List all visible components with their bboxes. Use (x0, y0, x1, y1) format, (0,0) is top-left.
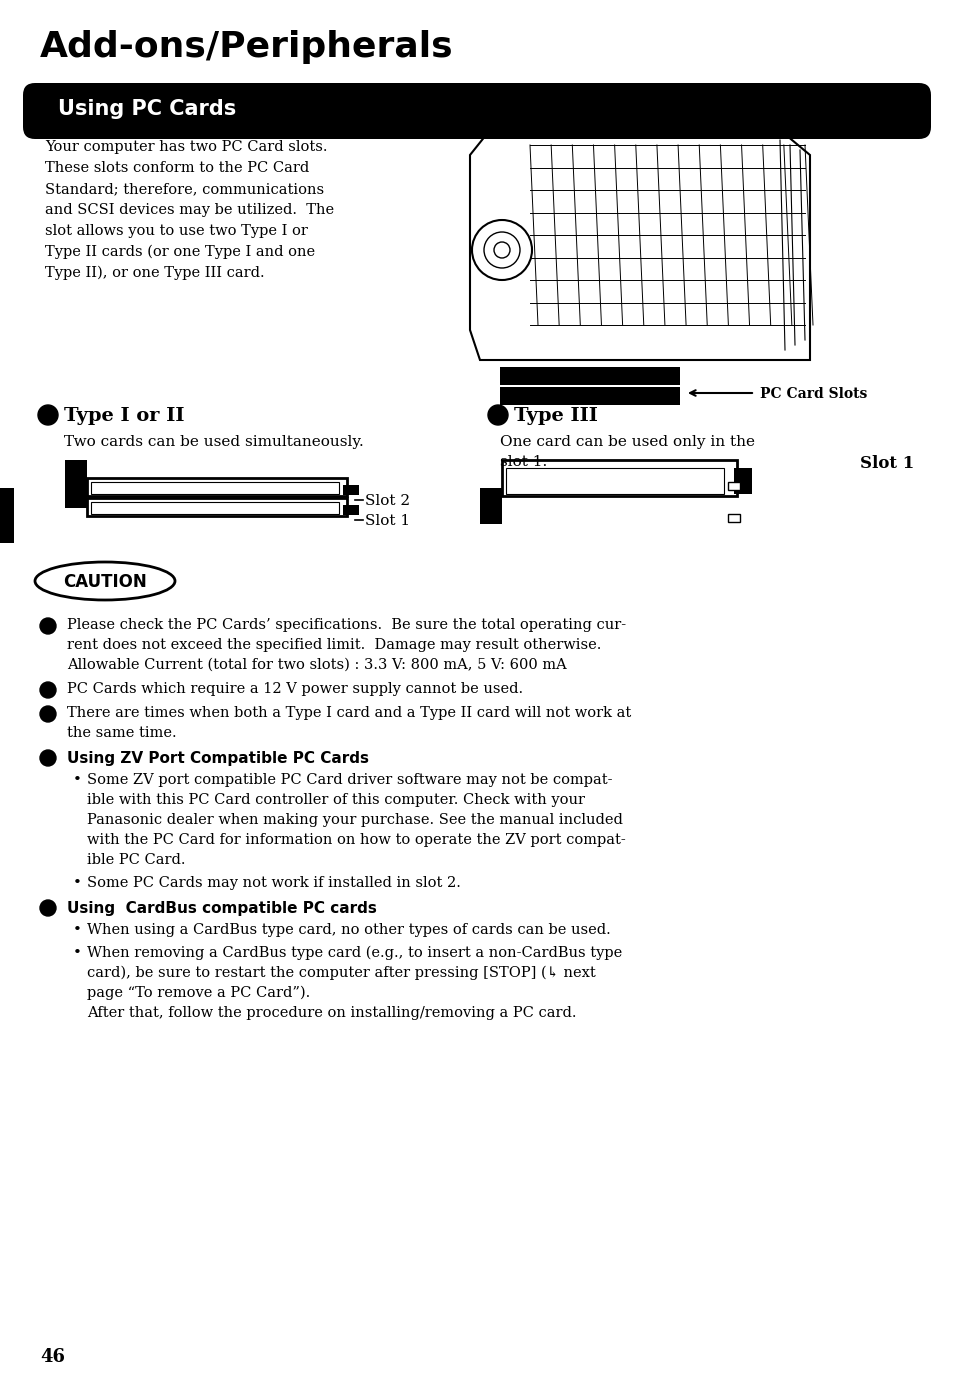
Text: These slots conform to the PC Card: These slots conform to the PC Card (45, 160, 309, 176)
Circle shape (40, 750, 56, 766)
Bar (727, 514, 740, 521)
Text: ible PC Card.: ible PC Card. (87, 853, 185, 867)
Text: When using a CardBus type card, no other types of cards can be used.: When using a CardBus type card, no other… (87, 922, 610, 938)
Text: PC Card Slots: PC Card Slots (760, 387, 866, 401)
Text: PC Cards which require a 12 V power supply cannot be used.: PC Cards which require a 12 V power supp… (67, 682, 522, 696)
Bar (87, 479, 347, 496)
Text: 46: 46 (40, 1348, 65, 1366)
Text: •: • (73, 922, 82, 938)
Bar (65, 461, 87, 508)
Text: slot allows you to use two Type I or: slot allows you to use two Type I or (45, 224, 308, 238)
Bar (479, 488, 501, 524)
Text: Type I or II: Type I or II (64, 407, 184, 425)
Text: •: • (73, 875, 82, 891)
Text: rent does not exceed the specified limit.  Damage may result otherwise.: rent does not exceed the specified limit… (67, 638, 600, 651)
Text: Two cards can be used simultaneously.: Two cards can be used simultaneously. (64, 436, 363, 449)
Text: and SCSI devices may be utilized.  The: and SCSI devices may be utilized. The (45, 203, 334, 217)
Text: Slot 1: Slot 1 (859, 455, 913, 472)
Circle shape (40, 900, 56, 916)
Bar (501, 461, 737, 496)
Bar (91, 483, 338, 494)
Text: Please check the PC Cards’ specifications.  Be sure the total operating cur-: Please check the PC Cards’ specification… (67, 618, 625, 632)
Bar (343, 505, 358, 514)
Bar (91, 502, 338, 514)
Text: CAUTION: CAUTION (63, 573, 147, 591)
Text: Using  CardBus compatible PC cards: Using CardBus compatible PC cards (67, 900, 376, 916)
Text: Allowable Current (total for two slots) : 3.3 V: 800 mA, 5 V: 600 mA: Allowable Current (total for two slots) … (67, 658, 566, 672)
Text: Type II), or one Type III card.: Type II), or one Type III card. (45, 266, 264, 281)
Text: Type II cards (or one Type I and one: Type II cards (or one Type I and one (45, 245, 314, 260)
Text: Using PC Cards: Using PC Cards (58, 100, 236, 119)
Bar (0, 488, 14, 544)
Text: ible with this PC Card controller of this computer. Check with your: ible with this PC Card controller of thi… (87, 792, 584, 808)
Text: slot 1.: slot 1. (499, 455, 547, 469)
Text: •: • (73, 946, 82, 960)
Circle shape (38, 405, 58, 425)
Bar (499, 387, 679, 405)
Text: the same time.: the same time. (67, 726, 176, 740)
Text: When removing a CardBus type card (e.g., to insert a non-CardBus type: When removing a CardBus type card (e.g.,… (87, 946, 621, 960)
Text: Standard; therefore, communications: Standard; therefore, communications (45, 183, 324, 196)
Text: There are times when both a Type I card and a Type II card will not work at: There are times when both a Type I card … (67, 705, 631, 721)
Text: card), be sure to restart the computer after pressing [STOP] (↳ next: card), be sure to restart the computer a… (87, 965, 595, 981)
Text: with the PC Card for information on how to operate the ZV port compat-: with the PC Card for information on how … (87, 833, 625, 846)
Text: After that, follow the procedure on installing/removing a PC card.: After that, follow the procedure on inst… (87, 1005, 576, 1021)
Text: Some ZV port compatible PC Card driver software may not be compat-: Some ZV port compatible PC Card driver s… (87, 773, 612, 787)
Text: Slot 2: Slot 2 (365, 494, 410, 508)
Text: Type III: Type III (514, 407, 598, 425)
Text: Slot 1: Slot 1 (365, 514, 410, 528)
Text: Some PC Cards may not work if installed in slot 2.: Some PC Cards may not work if installed … (87, 875, 460, 891)
Bar (505, 467, 723, 494)
FancyBboxPatch shape (23, 83, 930, 140)
Bar (727, 483, 740, 490)
Bar (733, 467, 751, 494)
Circle shape (40, 682, 56, 698)
Text: page “To remove a PC Card”).: page “To remove a PC Card”). (87, 986, 310, 1000)
Circle shape (488, 405, 507, 425)
Text: One card can be used only in the: One card can be used only in the (499, 436, 754, 449)
Text: Your computer has two PC Card slots.: Your computer has two PC Card slots. (45, 140, 327, 154)
Circle shape (40, 705, 56, 722)
Bar (499, 366, 679, 384)
Text: Using ZV Port Compatible PC Cards: Using ZV Port Compatible PC Cards (67, 751, 369, 766)
Bar (343, 485, 358, 495)
Text: •: • (73, 773, 82, 787)
Circle shape (40, 618, 56, 633)
Text: Add-ons/Peripherals: Add-ons/Peripherals (40, 30, 453, 64)
Bar (87, 498, 347, 516)
Text: Panasonic dealer when making your purchase. See the manual included: Panasonic dealer when making your purcha… (87, 813, 622, 827)
